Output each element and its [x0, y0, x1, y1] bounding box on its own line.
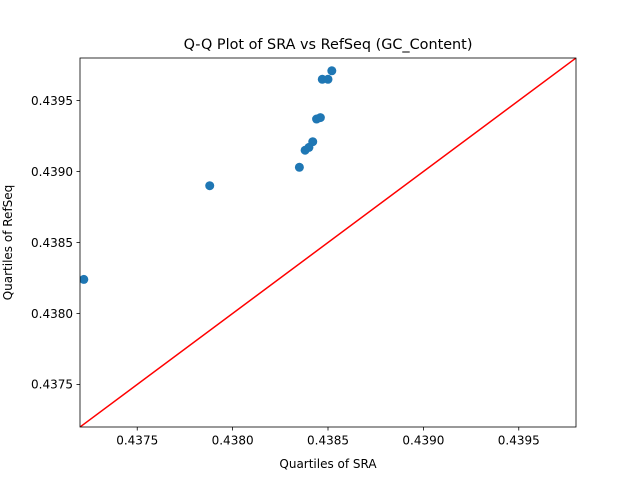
x-tick-label-3: 0.4390 — [402, 434, 444, 448]
data-point-7 — [315, 113, 325, 123]
y-tick-label-2: 0.4385 — [31, 236, 73, 250]
reference-line — [80, 58, 576, 427]
y-tick-label-4: 0.4395 — [31, 94, 73, 108]
y-tick-label-3: 0.4390 — [31, 165, 73, 179]
x-axis-label: Quartiles of SRA — [279, 457, 377, 471]
y-tick-label-1: 0.4380 — [31, 307, 73, 321]
data-point-5 — [308, 137, 318, 147]
chart-title: Q-Q Plot of SRA vs RefSeq (GC_Content) — [184, 37, 473, 53]
y-axis-ticks: 0.4375 0.4380 0.4385 0.4390 0.4395 — [31, 94, 80, 392]
x-axis-ticks: 0.4375 0.4380 0.4385 0.4390 0.4395 — [116, 427, 540, 448]
data-point-10 — [327, 66, 337, 76]
data-point-2 — [294, 162, 304, 172]
x-tick-label-4: 0.4395 — [498, 434, 540, 448]
y-axis-label: Quartiles of RefSeq — [1, 185, 15, 301]
x-tick-label-0: 0.4375 — [116, 434, 158, 448]
data-points — [80, 66, 337, 284]
data-point-1 — [205, 181, 215, 191]
y-tick-label-0: 0.4375 — [31, 378, 73, 392]
data-point-9 — [323, 74, 333, 84]
data-point-0 — [80, 274, 89, 284]
x-tick-label-2: 0.4385 — [307, 434, 349, 448]
x-tick-label-1: 0.4380 — [212, 434, 254, 448]
